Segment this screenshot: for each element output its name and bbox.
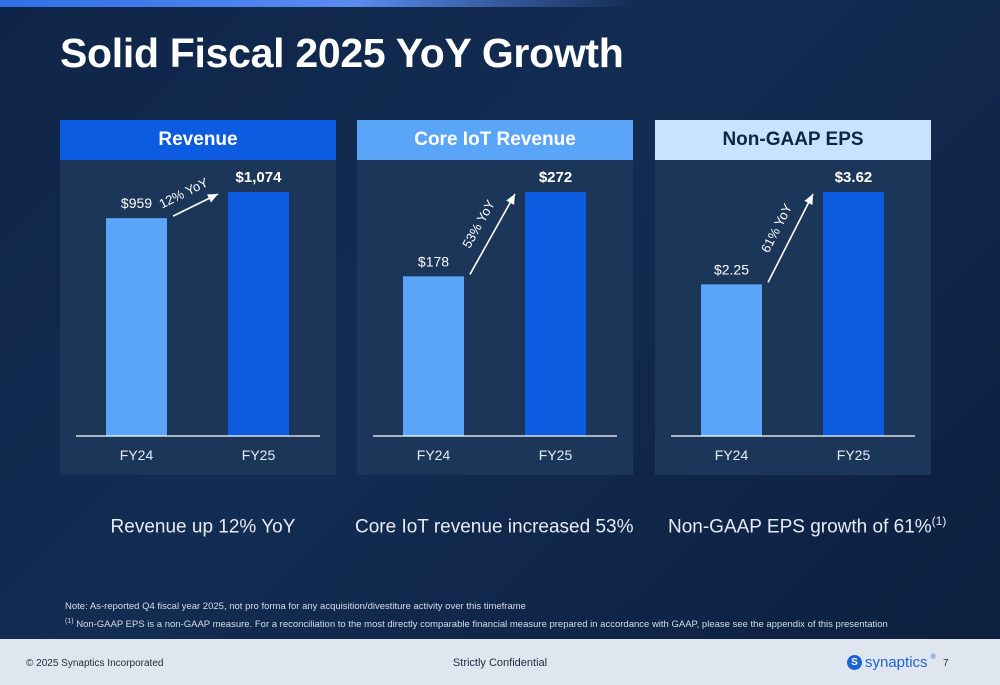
footer-bar: © 2025 Synaptics Incorporated Strictly C… — [0, 639, 1000, 685]
revenue-chart-panel: Revenue $959 FY24 $1,074 FY25 12% YoY — [60, 120, 336, 475]
core-iot-growth-label: 53% YoY — [459, 197, 498, 251]
page-number: 7 — [943, 658, 949, 669]
footnote-2: (1) Non-GAAP EPS is a non-GAAP measure. … — [65, 614, 888, 632]
revenue-category-label-fy24: FY24 — [120, 447, 154, 463]
eps-value-label-fy24: $2.25 — [714, 261, 749, 277]
revenue-chart: $959 FY24 $1,074 FY25 12% YoY — [76, 169, 320, 463]
eps-bar-fy24 — [701, 284, 762, 436]
confidential-label: Strictly Confidential — [452, 657, 548, 669]
core-iot-category-label-fy24: FY24 — [417, 447, 451, 463]
revenue-value-label-fy24: $959 — [121, 195, 152, 211]
core-iot-chart-panel: Core IoT Revenue $178 FY24 $272 FY25 53% YoY — [357, 120, 633, 475]
eps-value-label-fy25: $3.62 — [835, 169, 873, 186]
footnote-1: Note: As-reported Q4 fiscal year 2025, n… — [65, 601, 526, 612]
core-iot-growth-arrow-head — [506, 194, 515, 205]
eps-chart-header: Non-GAAP EPS — [655, 120, 931, 160]
revenue-bar-fy25 — [228, 192, 289, 436]
eps-chart: $2.25 FY24 $3.62 FY25 61% YoY — [671, 169, 915, 463]
footnotes: Note: As-reported Q4 fiscal year 2025, n… — [65, 599, 888, 632]
synaptics-logo: S synaptics ® — [847, 654, 936, 671]
copyright-text: © 2025 Synaptics Incorporated — [26, 658, 164, 669]
core-iot-category-label-fy25: FY25 — [539, 447, 573, 463]
core-iot-caption: Core IoT revenue increased 53% — [355, 514, 634, 538]
footnote-2-marker: (1) — [65, 618, 74, 625]
core-iot-value-label-fy25: $272 — [539, 169, 572, 186]
revenue-chart-header: Revenue — [60, 120, 336, 160]
top-accent-strip — [0, 0, 640, 7]
revenue-value-label-fy25: $1,074 — [236, 169, 283, 186]
revenue-growth-label: 12% YoY — [157, 175, 211, 212]
synaptics-logo-text: synaptics — [865, 654, 928, 671]
eps-category-label-fy25: FY25 — [837, 447, 871, 463]
eps-growth-arrow-head — [804, 194, 813, 205]
eps-caption: Non-GAAP EPS growth of 61%(1) — [668, 514, 947, 538]
core-iot-growth-arrow — [469, 193, 516, 275]
revenue-growth-arrow-head — [207, 194, 218, 203]
footnote-2-text: Non-GAAP EPS is a non-GAAP measure. For … — [73, 619, 888, 631]
core-iot-chart: $178 FY24 $272 FY25 53% YoY — [373, 169, 617, 463]
eps-caption-text: Non-GAAP EPS growth of 61% — [668, 516, 932, 538]
page-title: Solid Fiscal 2025 YoY Growth — [60, 30, 624, 76]
synaptics-logo-tm: ® — [930, 654, 936, 661]
synaptics-logo-icon: S — [847, 655, 862, 670]
core-iot-bar-fy24 — [403, 276, 464, 436]
eps-caption-marker: (1) — [931, 514, 947, 528]
eps-chart-panel: Non-GAAP EPS $2.25 FY24 $3.62 FY25 61% YoY — [655, 120, 931, 475]
revenue-bar-fy24 — [106, 218, 167, 436]
core-iot-caption-text: Core IoT revenue increased 53% — [355, 516, 634, 538]
eps-bar-fy25 — [823, 192, 884, 436]
core-iot-value-label-fy24: $178 — [418, 253, 449, 269]
core-iot-bar-fy25 — [525, 192, 586, 436]
revenue-caption-text: Revenue up 12% YoY — [110, 516, 296, 538]
eps-growth-arrow — [767, 193, 814, 283]
core-iot-chart-header: Core IoT Revenue — [357, 120, 633, 160]
revenue-category-label-fy25: FY25 — [242, 447, 276, 463]
eps-category-label-fy24: FY24 — [715, 447, 749, 463]
revenue-caption: Revenue up 12% YoY — [65, 514, 341, 538]
eps-growth-label: 61% YoY — [758, 201, 795, 255]
